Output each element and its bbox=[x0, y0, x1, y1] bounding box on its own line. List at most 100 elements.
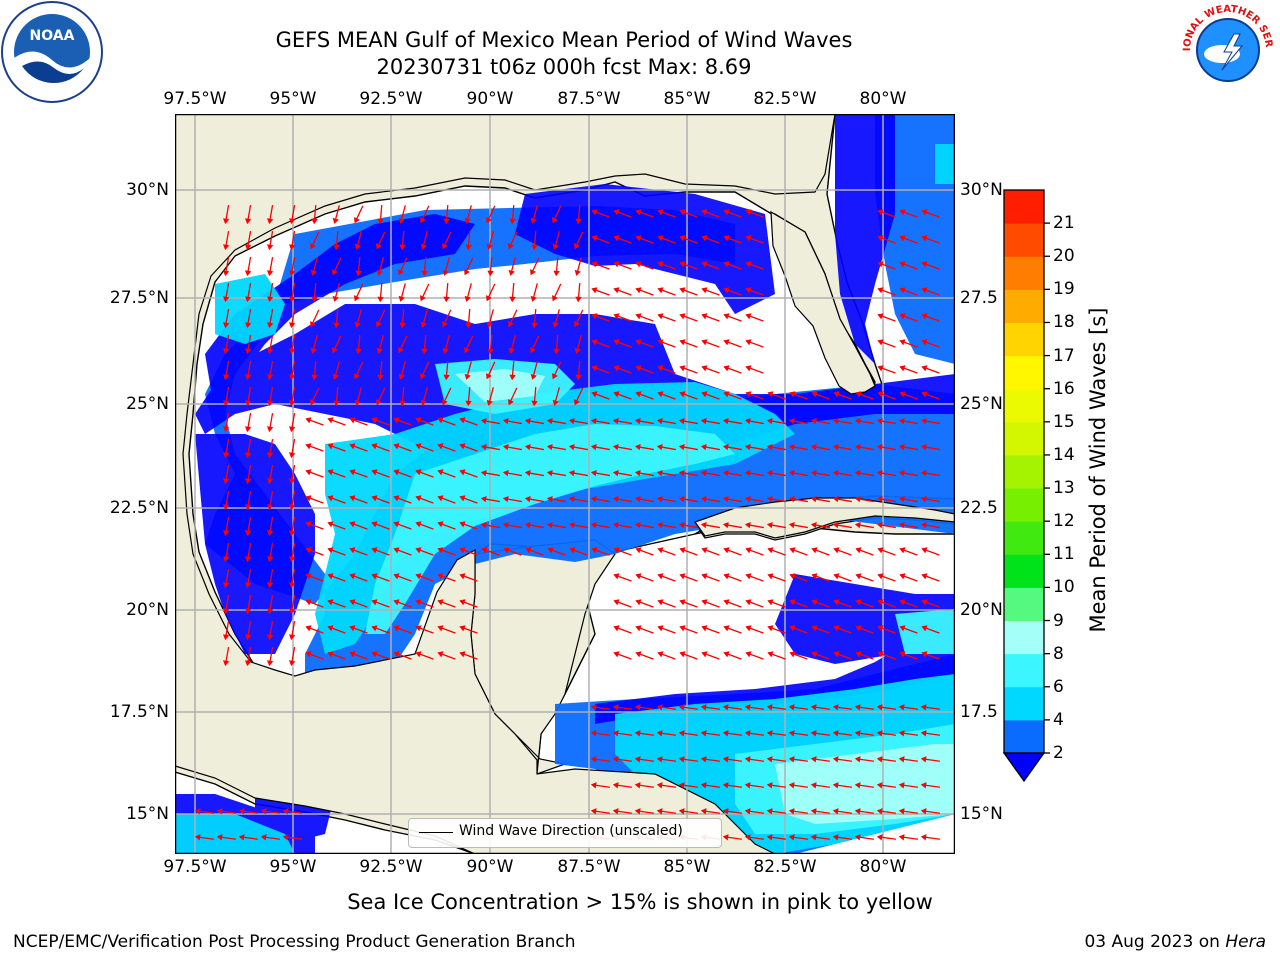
wave-arrow-head bbox=[311, 374, 318, 381]
wave-arrow-head bbox=[898, 443, 905, 451]
lon-tick-top: 85°W bbox=[663, 89, 711, 109]
wave-arrow-head bbox=[486, 373, 492, 380]
wave-arrow-head bbox=[722, 756, 729, 763]
wave-arrow-head bbox=[766, 834, 773, 841]
wave-arrow-head bbox=[486, 399, 493, 406]
colorbar-tick-label: 14 bbox=[1053, 444, 1075, 465]
wave-arrow-head bbox=[260, 834, 267, 841]
wave-arrow-head bbox=[222, 218, 230, 225]
wave-arrow-head bbox=[525, 547, 532, 554]
wave-arrow-head bbox=[371, 651, 378, 658]
lat-tick-right: 27.5 bbox=[960, 288, 998, 308]
wave-arrow-head bbox=[503, 547, 510, 554]
wave-arrow-head bbox=[679, 573, 686, 580]
wave-arrow-head bbox=[546, 443, 553, 451]
wave-arrow-head bbox=[288, 296, 296, 303]
wave-arrow-head bbox=[590, 417, 597, 425]
wave-arrow-head bbox=[679, 313, 686, 320]
lat-tick-left: 27.5°N bbox=[109, 288, 169, 308]
wave-arrow-head bbox=[266, 426, 274, 433]
wave-arrow-head bbox=[701, 313, 708, 320]
wave-arrow-head bbox=[327, 521, 334, 528]
wave-arrow-head bbox=[744, 730, 751, 737]
wave-arrow-head bbox=[244, 452, 252, 459]
wave-arrow-head bbox=[531, 400, 538, 407]
wave-arrow-head bbox=[854, 469, 861, 477]
wave-arrow-head bbox=[222, 322, 230, 329]
wave-arrow-head bbox=[574, 269, 581, 276]
wave-arrow-head bbox=[701, 547, 708, 554]
wave-arrow-head bbox=[788, 834, 795, 841]
colorbar-tick-label: 17 bbox=[1053, 345, 1075, 366]
wave-arrow-head bbox=[744, 521, 751, 529]
wave-arrow-head bbox=[788, 469, 795, 477]
wave-arrow-head bbox=[437, 417, 444, 424]
wave-arrow-head bbox=[508, 347, 515, 354]
wave-arrow-head bbox=[310, 347, 317, 354]
colorbar-swatch bbox=[1004, 554, 1044, 588]
wave-arrow-head bbox=[679, 547, 686, 554]
wave-arrow-head bbox=[788, 808, 795, 815]
wave-arrow-head bbox=[701, 209, 708, 216]
wave-arrow-head bbox=[349, 547, 356, 554]
wave-arrow-head bbox=[789, 625, 796, 632]
wave-arrow-head bbox=[854, 756, 861, 763]
wave-arrow-head bbox=[415, 599, 422, 606]
wave-arrow-head bbox=[222, 374, 230, 381]
wave-arrow-head bbox=[222, 582, 230, 589]
wave-arrow-head bbox=[376, 399, 382, 406]
wave-arrow-head bbox=[288, 270, 296, 277]
wave-arrow-head bbox=[899, 339, 906, 346]
lat-tick-right: 17.5 bbox=[960, 702, 998, 722]
wave-arrow-head bbox=[327, 651, 334, 658]
wave-arrow-head bbox=[634, 521, 641, 529]
wave-arrow-head bbox=[766, 704, 773, 711]
wave-arrow-head bbox=[701, 287, 708, 294]
wave-arrow-head bbox=[354, 399, 361, 406]
wave-arrow-head bbox=[722, 834, 729, 841]
wave-arrow-head bbox=[266, 452, 274, 459]
wave-arrow-head bbox=[415, 521, 422, 528]
wave-arrow-head bbox=[811, 599, 818, 606]
colorbar-tick-label: 8 bbox=[1053, 643, 1064, 664]
colorbar-swatch bbox=[1004, 388, 1044, 423]
wave-arrow-head bbox=[898, 782, 905, 789]
wave-arrow-head bbox=[244, 556, 252, 563]
wave-arrow-head bbox=[613, 339, 620, 346]
wave-arrow-head bbox=[634, 704, 641, 711]
wave-arrow-head bbox=[722, 495, 729, 503]
wave-arrow-head bbox=[656, 469, 663, 477]
wave-arrow-head bbox=[898, 704, 905, 711]
wave-arrow-head bbox=[222, 244, 230, 251]
wave-arrow-head bbox=[552, 295, 558, 302]
wave-arrow-head bbox=[244, 218, 252, 225]
wave-arrow-head bbox=[810, 756, 817, 763]
wave-arrow-head bbox=[487, 270, 494, 277]
wave-arrow-head bbox=[591, 365, 598, 372]
wave-arrow-head bbox=[700, 756, 707, 763]
wave-arrow-head bbox=[420, 373, 426, 380]
wave-arrow-head bbox=[244, 374, 252, 381]
wave-arrow-head bbox=[898, 834, 905, 841]
wave-arrow-head bbox=[502, 469, 509, 477]
wave-arrow-head bbox=[876, 730, 883, 737]
wave-arrow-head bbox=[591, 313, 598, 320]
wave-arrow-head bbox=[876, 469, 883, 477]
wave-arrow-head bbox=[634, 469, 641, 477]
wave-arrow-head bbox=[876, 521, 883, 529]
wave-arrow-head bbox=[657, 625, 664, 632]
wave-arrow-head bbox=[266, 400, 274, 407]
wave-arrow-head bbox=[459, 547, 466, 554]
wave-arrow-head bbox=[613, 235, 620, 242]
wave-arrow-head bbox=[657, 209, 664, 216]
wave-arrow-head bbox=[701, 339, 708, 346]
wave-arrow-head bbox=[420, 217, 426, 224]
wave-arrow-head bbox=[789, 573, 796, 580]
lat-tick-right: 15°N bbox=[960, 804, 1003, 824]
wave-arrow-head bbox=[415, 573, 422, 580]
wave-arrow-head bbox=[487, 348, 494, 355]
wave-arrow-head bbox=[349, 495, 356, 502]
wave-arrow-head bbox=[722, 730, 729, 737]
wave-arrow-head bbox=[634, 443, 641, 451]
wave-arrow-head bbox=[613, 287, 620, 294]
